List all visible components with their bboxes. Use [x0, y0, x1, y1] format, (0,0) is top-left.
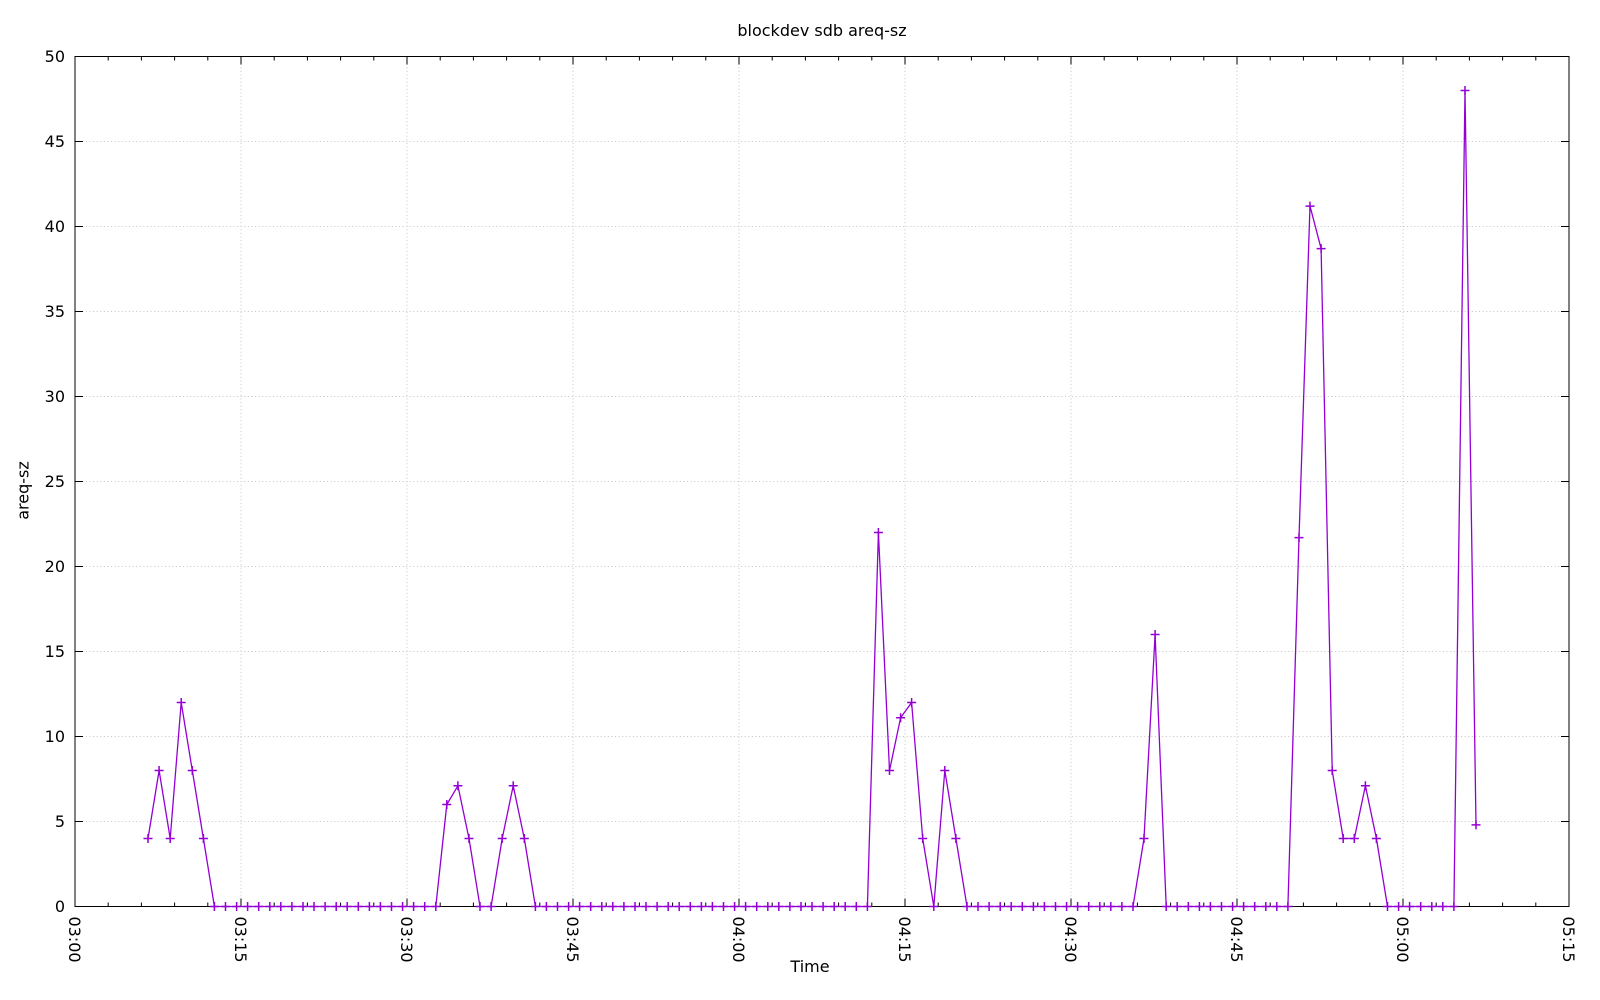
svg-text:50: 50 — [45, 47, 65, 66]
svg-text:03:45: 03:45 — [563, 917, 582, 963]
svg-text:04:45: 04:45 — [1227, 917, 1246, 963]
svg-text:20: 20 — [45, 557, 65, 576]
svg-text:35: 35 — [45, 302, 65, 321]
svg-text:05:00: 05:00 — [1393, 917, 1412, 963]
svg-text:04:30: 04:30 — [1061, 917, 1080, 963]
y-axis-label: areq-sz — [13, 461, 33, 520]
svg-text:25: 25 — [45, 472, 65, 491]
svg-text:03:30: 03:30 — [397, 917, 416, 963]
svg-text:03:00: 03:00 — [65, 917, 84, 963]
x-axis-label: Time — [790, 957, 830, 976]
svg-text:45: 45 — [45, 132, 65, 151]
svg-text:0: 0 — [55, 897, 65, 916]
svg-text:04:15: 04:15 — [895, 917, 914, 963]
chart-title: blockdev sdb areq-sz — [737, 21, 907, 40]
svg-text:10: 10 — [45, 727, 65, 746]
svg-text:03:15: 03:15 — [231, 917, 250, 963]
svg-text:04:00: 04:00 — [729, 917, 748, 963]
svg-text:40: 40 — [45, 217, 65, 236]
svg-text:30: 30 — [45, 387, 65, 406]
svg-text:15: 15 — [45, 642, 65, 661]
svg-text:05:15: 05:15 — [1559, 917, 1578, 963]
svg-text:5: 5 — [55, 812, 65, 831]
